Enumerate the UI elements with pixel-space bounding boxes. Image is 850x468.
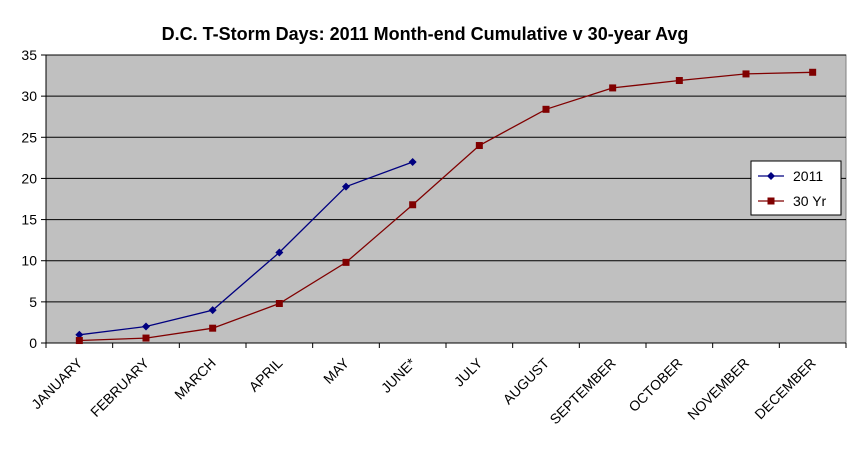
data-point xyxy=(675,77,683,85)
x-tick-label: DECEMBER xyxy=(751,355,818,422)
legend: 2011 30 Yr xyxy=(750,160,842,216)
x-tick-label: APRIL xyxy=(246,355,286,395)
data-point xyxy=(275,300,283,308)
y-tick-label: 10 xyxy=(21,253,37,269)
x-tick-label: JANUARY xyxy=(28,354,86,412)
legend-marker xyxy=(767,172,775,180)
data-point xyxy=(342,258,350,266)
series-line-0 xyxy=(79,161,413,336)
data-point xyxy=(609,84,617,92)
gridlines xyxy=(46,54,846,303)
data-point xyxy=(142,322,150,331)
y-tick-label: 20 xyxy=(21,170,37,186)
x-tick-label: SEPTEMBER xyxy=(546,355,618,427)
data-point xyxy=(75,337,83,345)
data-point xyxy=(142,334,150,342)
plot-area xyxy=(45,54,847,344)
data-point xyxy=(275,248,284,257)
data-point xyxy=(209,324,217,332)
y-tick-label: 0 xyxy=(29,335,37,351)
y-tick-label: 25 xyxy=(21,129,37,145)
x-axis: JANUARY FEBRUARY MARCH APRIL MAY JUNE* JULY AUG… xyxy=(28,342,847,427)
legend-label: 30 Yr xyxy=(793,193,827,209)
x-tick-label: AUGUST xyxy=(500,354,553,407)
y-tick-label: 35 xyxy=(21,47,37,63)
series-layer xyxy=(75,68,817,345)
legend-marker xyxy=(767,197,775,205)
data-point xyxy=(542,105,550,113)
y-axis: 0 5 10 15 20 25 30 35 xyxy=(21,47,47,351)
data-point xyxy=(75,330,84,339)
x-tick-label: MAY xyxy=(320,354,352,386)
x-tick-label: JUNE* xyxy=(378,354,419,395)
data-point xyxy=(809,68,817,76)
x-tick-label: OCTOBER xyxy=(625,355,685,415)
data-point xyxy=(475,142,483,150)
x-tick-label: MARCH xyxy=(171,355,219,403)
chart-title: D.C. T-Storm Days: 2011 Month-end Cumula… xyxy=(162,24,689,44)
data-point xyxy=(409,201,417,209)
series-line-1 xyxy=(79,71,813,342)
data-point xyxy=(742,70,750,78)
x-tick-label: JULY xyxy=(451,354,486,389)
x-tick-label: FEBRUARY xyxy=(87,354,153,420)
y-tick-label: 15 xyxy=(21,212,37,228)
legend-box xyxy=(750,160,842,216)
data-point xyxy=(342,182,350,191)
legend-label: 2011 xyxy=(793,168,823,184)
x-tick-label: NOVEMBER xyxy=(684,355,752,423)
data-point xyxy=(208,306,217,315)
y-tick-label: 5 xyxy=(29,294,37,310)
data-point xyxy=(408,157,417,166)
y-tick-label: 30 xyxy=(21,88,37,104)
